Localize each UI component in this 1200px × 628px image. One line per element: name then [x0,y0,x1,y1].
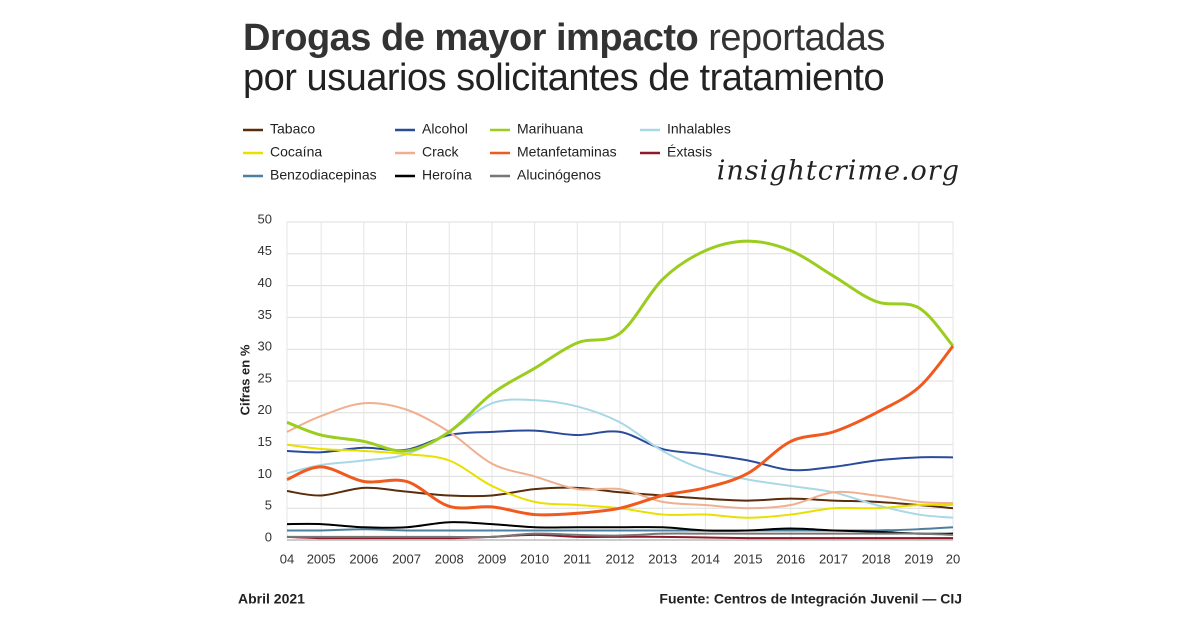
y-tick-label: 30 [258,339,272,354]
chart-title: Drogas de mayor impacto reportadas [243,17,885,59]
legend-label: Inhalables [667,121,731,137]
x-tick-label: 2012 [606,551,635,566]
x-tick-label: 2013 [648,551,677,566]
y-tick-label: 35 [258,307,272,322]
date: Abril 2021 [238,591,305,607]
y-tick-label: 15 [258,434,272,449]
x-tick-label: 2007 [392,551,421,566]
legend-label: Metanfetaminas [517,144,617,160]
x-tick-label: 2006 [349,551,378,566]
x-tick-label: 2010 [520,551,549,566]
series-line [286,398,954,519]
legend-label: Cocaína [270,144,322,160]
x-tick-label: 2008 [435,551,464,566]
title-part: reportadas [708,17,885,59]
series-line [286,533,953,540]
x-tick-label: 2015 [734,551,763,566]
x-tick-label: 2019 [904,551,933,566]
legend-label: Crack [422,144,460,160]
legend-label: Alucinógenos [517,167,601,183]
x-tick-label: 2014 [691,551,720,566]
x-tick-label: 04 [280,551,294,566]
series-line [286,239,955,453]
source: Fuente: Centros de Integración Juvenil —… [659,591,962,607]
legend-label: Benzodiacepinas [270,167,377,183]
x-tick-label: 2017 [819,551,848,566]
watermark: insightcrime.org [717,156,960,187]
y-tick-label: 50 [258,211,272,226]
y-tick-label: 20 [258,402,272,417]
series-line [286,345,955,517]
series-line [286,521,954,535]
legend-label: Éxtasis [667,144,712,160]
y-tick-label: 0 [265,529,272,544]
legend-label: Tabaco [270,121,315,137]
legend-label: Heroína [422,167,472,183]
y-tick-label: 5 [265,498,272,513]
series-line [286,532,954,539]
legend-label: Marihuana [517,121,583,137]
series-line [286,486,954,510]
x-tick-label: 2009 [477,551,506,566]
x-tick-label: 2005 [307,551,336,566]
y-tick-label: 10 [258,466,272,481]
x-tick-label: 20 [946,551,960,566]
x-tick-label: 2011 [563,551,591,566]
legend-label: Alcohol [422,121,468,137]
y-axis-label: Cifras en % [237,344,252,415]
y-tick-label: 40 [258,275,272,290]
y-tick-label: 45 [258,243,272,258]
y-tick-label: 25 [258,370,272,385]
series-line [286,402,954,510]
title-line: por usuarios solicitantes de tratamiento [243,57,884,99]
x-tick-label: 2018 [862,551,891,566]
x-tick-label: 2016 [776,551,805,566]
title-bold: Drogas de mayor impacto [243,17,698,59]
